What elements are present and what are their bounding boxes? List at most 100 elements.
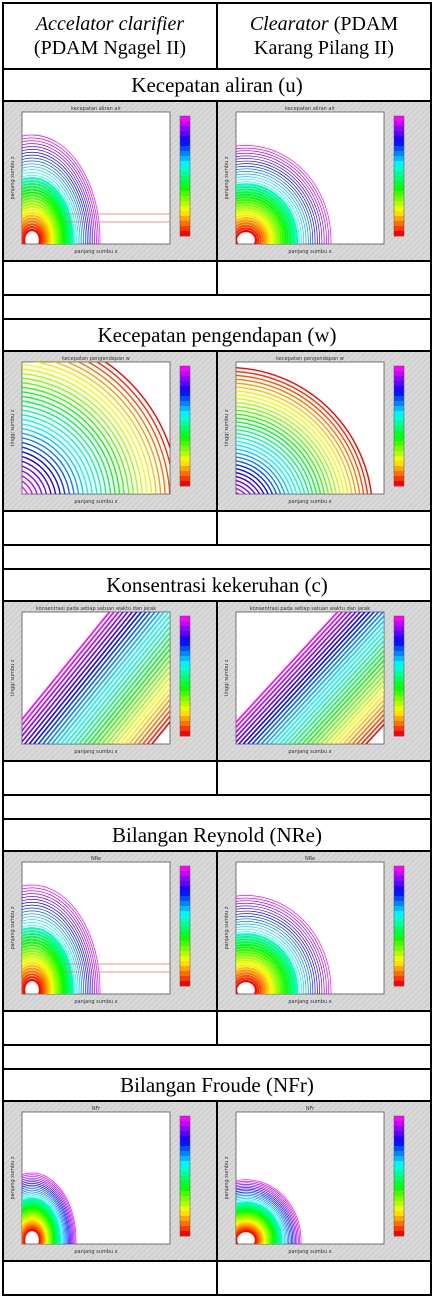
- contour-line: [119, 681, 170, 744]
- colorbar-swatch: [394, 171, 404, 177]
- contour-line: [236, 895, 332, 994]
- colorbar-swatch: [394, 1146, 404, 1152]
- colorbar-swatch: [394, 941, 404, 947]
- colorbar-swatch: [394, 396, 404, 402]
- contour-line: [22, 146, 94, 244]
- colorbar-swatch: [180, 1201, 190, 1207]
- colorbar: [393, 615, 405, 737]
- colorbar-swatch: [180, 366, 190, 372]
- colorbar-swatch: [394, 156, 404, 162]
- colorbar-swatch: [180, 876, 190, 882]
- colorbar-swatch: [394, 206, 404, 212]
- colorbar-swatch: [180, 1141, 190, 1147]
- contour-line: [22, 910, 84, 994]
- contour-line: [236, 915, 314, 994]
- contour-line: [22, 913, 83, 994]
- colorbar-swatch: [180, 661, 190, 667]
- colorbar-swatch: [180, 676, 190, 682]
- contour-line: [279, 629, 384, 744]
- contour-plot: NRe panjang sumbu x panjang sumbu z: [4, 852, 216, 1010]
- contour-line: [22, 177, 74, 244]
- colorbar-swatch: [180, 646, 190, 652]
- plot-cell-left: kecepatan aliran air panjang sumbu x panja…: [2, 100, 218, 262]
- contour-line: [22, 947, 62, 994]
- contour-line: [236, 913, 316, 994]
- colorbar-swatch: [180, 901, 190, 907]
- contour-line: [22, 929, 72, 994]
- contour-line: [236, 222, 264, 244]
- colorbar-swatch: [180, 1231, 190, 1237]
- section-title: Bilangan Froude (NFr): [2, 1068, 432, 1102]
- contour-line: [22, 935, 69, 994]
- colorbar-swatch: [180, 161, 190, 167]
- blank-cell-right: [216, 1260, 432, 1296]
- contour-line: [22, 151, 90, 244]
- contour-line: [251, 612, 376, 744]
- contour-line: [69, 620, 170, 744]
- contour-line: [236, 908, 320, 994]
- contour-line: [236, 948, 285, 994]
- colorbar-swatch: [394, 196, 404, 202]
- section-title-row: Bilangan Reynold (NRe): [2, 818, 432, 852]
- contour-line: [22, 944, 63, 994]
- colorbar-swatch: [394, 696, 404, 702]
- contour-line: [22, 143, 95, 244]
- plot-ylabel: tinggi sumbu z: [10, 409, 16, 446]
- contour-line: [236, 928, 302, 994]
- contour-line: [22, 157, 86, 244]
- contour-line: [22, 907, 86, 994]
- blank-row: [2, 1260, 432, 1296]
- contour-line: [22, 197, 62, 244]
- plot-title: kecepatan aliran air: [285, 106, 336, 112]
- colorbar-swatch: [180, 126, 190, 132]
- colorbar: [393, 865, 405, 987]
- colorbar-swatch: [180, 1186, 190, 1192]
- contour-line: [236, 145, 332, 244]
- colorbar-swatch: [394, 631, 404, 637]
- colorbar-swatch: [180, 926, 190, 932]
- colorbar-swatch: [180, 371, 190, 377]
- plot-title: NFr: [306, 1106, 315, 1112]
- contour-line: [236, 229, 258, 244]
- contour-line: [22, 955, 56, 994]
- colorbar-swatch: [180, 1126, 190, 1132]
- plot-xlabel: panjang sumbu x: [288, 749, 331, 755]
- colorbar-swatch: [180, 961, 190, 967]
- colorbar-swatch: [180, 191, 190, 197]
- colorbar-swatch: [180, 416, 190, 422]
- colorbar-swatch: [180, 131, 190, 137]
- colorbar-swatch: [394, 1206, 404, 1212]
- contour-line: [236, 181, 300, 244]
- colorbar-swatch: [394, 971, 404, 977]
- header-left: Accelator clarifier (PDAM Ngagel II): [2, 2, 218, 70]
- contour-line: [236, 979, 258, 994]
- colorbar-swatch: [180, 1136, 190, 1142]
- section-spacer: [2, 544, 432, 570]
- contour-line: [22, 188, 67, 244]
- colorbar-swatch: [180, 386, 190, 392]
- colorbar-swatch: [394, 366, 404, 372]
- colorbar-swatch: [180, 651, 190, 657]
- contour-line: [247, 612, 371, 744]
- colorbar-swatch: [394, 946, 404, 952]
- blank-cell-right: [216, 1010, 432, 1046]
- contour-line: [22, 976, 43, 994]
- contour-line: [236, 897, 330, 994]
- colorbar-swatch: [180, 146, 190, 152]
- plot-xlabel: panjang sumbu x: [74, 749, 117, 755]
- colorbar-swatch: [394, 691, 404, 697]
- contour-plot: konsentrasi pada setiap satuan waktu dan…: [218, 602, 430, 760]
- colorbar-swatch: [394, 671, 404, 677]
- contour-line: [292, 644, 384, 744]
- colorbar-swatch: [180, 636, 190, 642]
- plot-xlabel: panjang sumbu x: [74, 999, 117, 1005]
- plot-cell-left: konsentrasi pada setiap satuan waktu dan…: [2, 600, 218, 762]
- colorbar-swatch: [180, 436, 190, 442]
- colorbar-swatch: [180, 421, 190, 427]
- colorbar-swatch: [394, 1216, 404, 1222]
- contour-line: [236, 954, 280, 994]
- contour-line: [22, 938, 67, 994]
- colorbar-swatch: [180, 461, 190, 467]
- colorbar-swatch: [180, 116, 190, 122]
- contour-line: [236, 951, 283, 994]
